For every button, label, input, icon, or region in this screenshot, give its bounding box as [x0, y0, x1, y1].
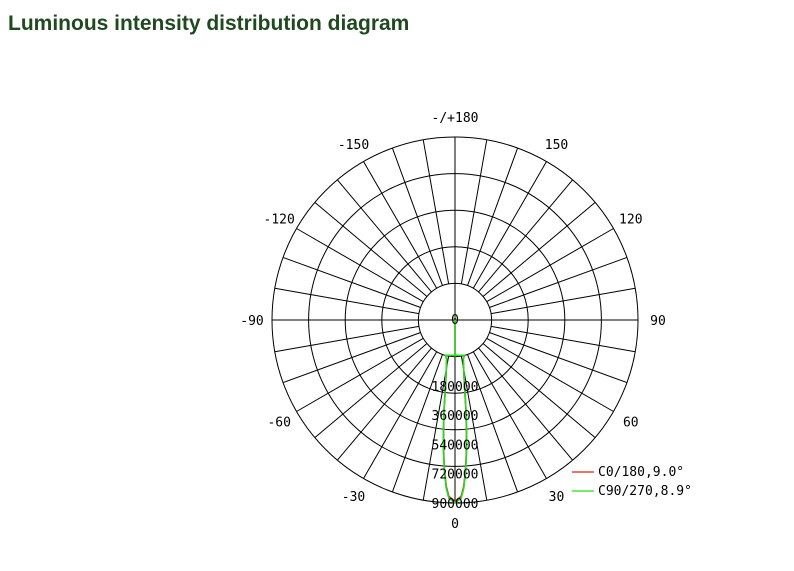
angle-label: 150: [545, 138, 568, 153]
grid-spoke: [274, 287, 420, 315]
center-label: 0: [451, 313, 459, 328]
grid-spoke: [490, 287, 636, 315]
legend: C0/180,9.0° C90/270,8.9°: [572, 465, 692, 499]
page-title: Luminous intensity distribution diagram: [8, 12, 410, 35]
angle-label: 90: [650, 314, 666, 329]
grid-spoke: [482, 201, 596, 297]
grid-spoke: [422, 139, 450, 285]
grid-spoke: [296, 228, 424, 303]
label-layer: -/+180 -150 150 -120 120 -90 90 -60 60 -30 30 0 0 180…: [240, 111, 666, 532]
angle-label: -150: [338, 138, 369, 153]
grid-spoke: [314, 201, 428, 297]
grid-spoke: [478, 179, 574, 293]
grid-spoke: [336, 347, 432, 461]
angle-label: 60: [623, 416, 639, 431]
angle-label: -60: [267, 416, 290, 431]
grid-spoke: [314, 343, 428, 439]
grid-spoke: [460, 355, 488, 501]
radial-tick-label: 900000: [432, 497, 479, 512]
grid-spoke: [486, 337, 614, 412]
angle-label: -120: [264, 213, 295, 228]
grid-spoke: [482, 343, 596, 439]
grid-spoke: [363, 351, 438, 479]
radial-tick-label: 720000: [432, 468, 479, 483]
grid-spoke: [422, 355, 450, 501]
grid-spoke: [296, 337, 424, 412]
grid-spoke: [467, 354, 519, 493]
grid-spoke: [460, 139, 488, 285]
radial-tick-label: 180000: [432, 380, 479, 395]
grid-spoke: [363, 161, 438, 289]
grid-spoke: [391, 147, 443, 286]
grid-spoke: [486, 228, 614, 303]
angle-label: -30: [342, 490, 365, 505]
grid-spoke: [274, 325, 420, 353]
grid-spoke: [282, 332, 421, 384]
legend-label-0: C0/180,9.0°: [598, 465, 684, 480]
radial-tick-label: 540000: [432, 438, 479, 453]
grid-spoke: [391, 354, 443, 493]
grid-spoke: [467, 147, 519, 286]
legend-label-1: C90/270,8.9°: [598, 484, 692, 499]
angle-label: 120: [619, 213, 642, 228]
grid-spoke: [490, 325, 636, 353]
angle-label: 0: [451, 517, 459, 532]
grid-spoke: [489, 256, 628, 308]
grid-spoke: [489, 332, 628, 384]
series-layer: [442, 316, 468, 505]
grid-spoke: [472, 161, 547, 289]
grid-spoke: [336, 179, 432, 293]
grid-spoke: [282, 256, 421, 308]
angle-label: -90: [240, 314, 263, 329]
radial-tick-label: 360000: [432, 409, 479, 424]
angle-label: 30: [549, 490, 565, 505]
grid-spoke: [472, 351, 547, 479]
angle-label: -/+180: [432, 111, 479, 126]
grid-spoke: [478, 347, 574, 461]
